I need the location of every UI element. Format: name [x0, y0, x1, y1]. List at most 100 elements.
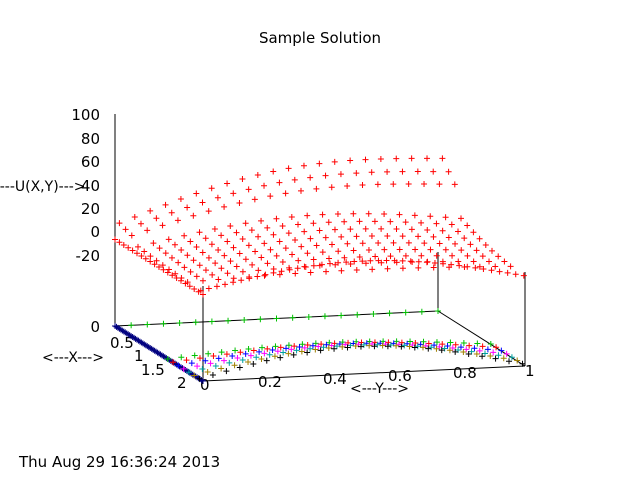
y-tick-label: 0.6 — [388, 367, 412, 385]
surface-point — [172, 270, 179, 277]
surface-point — [402, 252, 409, 259]
surface-point — [310, 220, 317, 227]
base-surface-point — [471, 345, 478, 352]
surface-point — [451, 181, 458, 188]
base-surface-point — [473, 350, 480, 357]
base-surface-point — [259, 344, 266, 351]
surface-point — [319, 211, 326, 218]
surface-point — [433, 252, 440, 259]
surface-point — [396, 211, 403, 218]
surface-point — [384, 265, 391, 272]
surface-point — [335, 248, 342, 255]
surface-point — [353, 267, 360, 274]
surface-point — [464, 252, 471, 259]
base-surface-point — [325, 345, 332, 351]
surface-point — [285, 165, 292, 172]
surface-point — [291, 176, 298, 183]
edge-point — [147, 258, 154, 265]
ridge-point — [431, 259, 438, 266]
base-surface-point — [428, 344, 435, 351]
base-line-point — [402, 309, 409, 316]
surface-point — [430, 264, 437, 271]
surface-point — [322, 172, 329, 179]
x-axis-label: <---X---> — [42, 350, 104, 366]
ridge-point — [270, 269, 277, 276]
base-surface-point — [514, 357, 521, 364]
surface-point — [442, 246, 449, 253]
surface-point — [341, 218, 348, 225]
z-tick-label: 40 — [81, 177, 100, 195]
base-surface-point — [476, 347, 483, 354]
base-surface-point — [226, 359, 233, 366]
ridge-point — [318, 261, 325, 268]
surface-point — [458, 247, 465, 254]
base-surface-point — [447, 339, 454, 346]
base-surface-point — [164, 356, 171, 362]
base-surface-point — [253, 354, 260, 361]
base-surface-point — [344, 344, 351, 351]
surface-point — [208, 241, 215, 248]
base-surface-point — [299, 341, 306, 348]
surface-point — [489, 247, 495, 254]
base-surface-point — [495, 352, 502, 359]
base-line-point — [176, 320, 183, 326]
surface-point — [135, 243, 141, 250]
surface-point — [162, 250, 169, 257]
surface-point — [356, 254, 363, 261]
surface-point — [187, 238, 194, 245]
surface-point — [224, 238, 231, 245]
base-surface-point — [221, 357, 228, 364]
base-surface-point — [280, 349, 287, 356]
base-surface-point — [258, 355, 265, 362]
surface-point — [325, 219, 332, 226]
y-tick-label: 0.8 — [453, 364, 477, 382]
surface-point — [273, 252, 280, 259]
base-surface-point — [204, 369, 211, 376]
base-surface-point — [285, 342, 292, 349]
surface-point — [399, 233, 406, 240]
surface-point — [300, 162, 307, 169]
surface-point — [166, 266, 172, 273]
base-surface-point — [178, 354, 185, 361]
base-surface-point — [245, 359, 252, 365]
surface-point — [122, 226, 129, 233]
surface-point — [261, 272, 268, 279]
edge-point — [116, 239, 123, 246]
surface-point — [248, 227, 255, 234]
base-surface-point — [290, 351, 297, 358]
surface-point — [347, 226, 354, 233]
base-surface-point — [307, 345, 314, 352]
base-surface-point — [312, 346, 319, 353]
base-surface-point — [205, 350, 212, 357]
surface-point — [353, 233, 360, 240]
base-surface-point — [237, 349, 244, 356]
surface-point — [261, 240, 268, 247]
surface-point — [292, 236, 299, 243]
surface-marks — [112, 155, 527, 384]
surface-point — [249, 261, 256, 268]
surface-point — [279, 223, 286, 230]
base-surface-point — [357, 343, 364, 350]
ridge-point — [504, 269, 511, 276]
edge-point — [112, 236, 118, 243]
surface-point — [316, 160, 323, 167]
surface-point — [424, 155, 431, 162]
surface-point — [233, 263, 240, 270]
edge-point — [182, 280, 189, 287]
base-surface-point — [301, 344, 308, 351]
surface-point — [334, 211, 341, 218]
surface-point — [442, 214, 449, 221]
edge-point — [151, 261, 158, 268]
base-surface-point — [277, 354, 284, 361]
surface-point — [153, 215, 160, 222]
ridge-point — [286, 266, 293, 273]
surface-point — [202, 235, 209, 242]
z-tick-label: -20 — [76, 247, 101, 265]
surface-point — [205, 208, 212, 215]
surface-point — [421, 240, 428, 247]
surface-point — [412, 246, 419, 253]
base-surface-point — [247, 352, 254, 359]
base-surface-point — [207, 360, 214, 367]
surface-point — [405, 180, 412, 187]
